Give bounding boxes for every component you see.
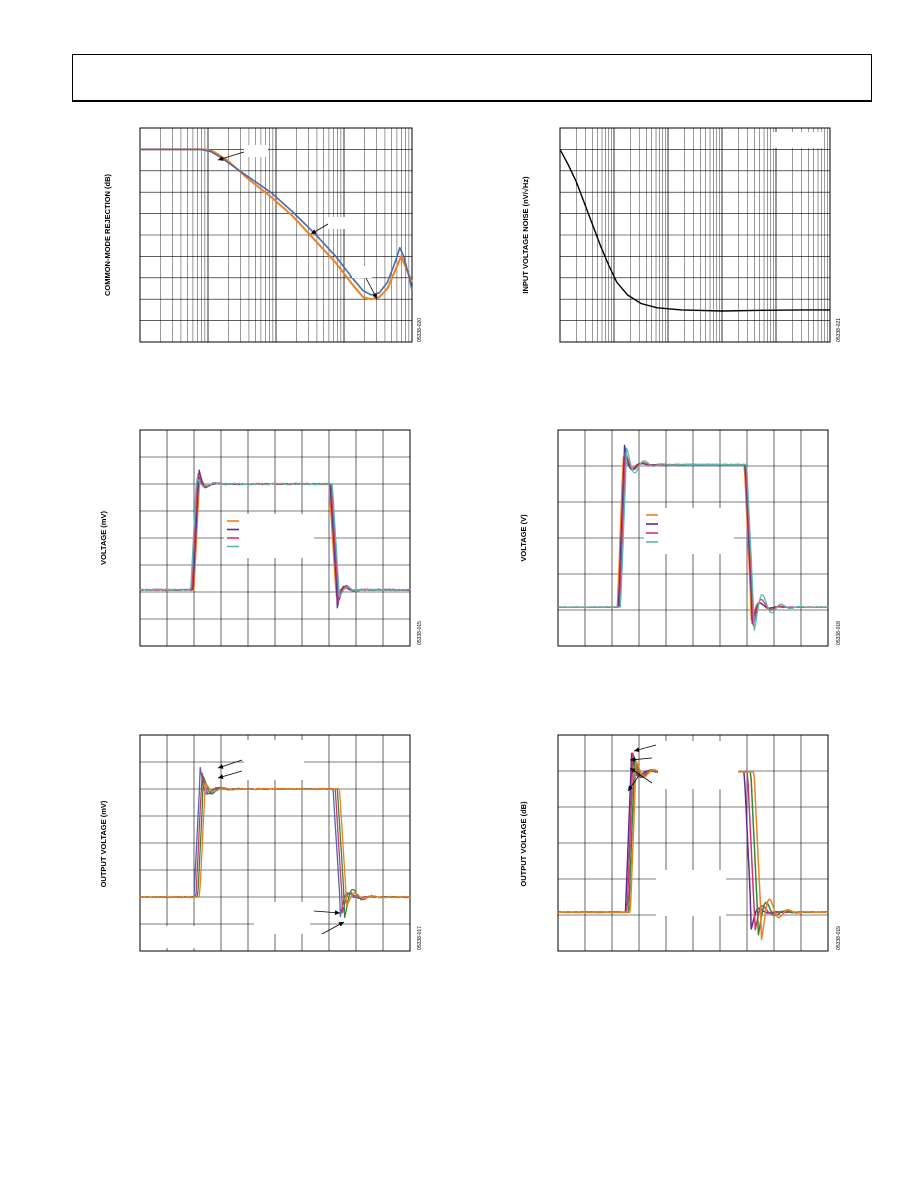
ylabel-large-pulse: VOLTAGE (V) — [519, 514, 528, 562]
figure-id-cmrr: 05338-020 — [417, 318, 423, 342]
out-mv-arrow-3-head — [334, 910, 340, 916]
noise-label-mask — [772, 132, 822, 148]
page-header-box — [72, 54, 872, 102]
cmrr-series-orange — [140, 148, 413, 301]
figure-id-out-mv: 05338-017 — [417, 926, 423, 950]
ylabel-out-mv: OUTPUT VOLTAGE (mV) — [99, 800, 108, 887]
large-pulse-legend-box — [644, 508, 734, 554]
out-db-label-mask-1 — [658, 741, 738, 789]
out-mv-arrow-4-head — [338, 922, 344, 927]
cmrr-arrow-1-head — [218, 156, 224, 161]
figure-id-out-db: 05338-019 — [836, 926, 842, 950]
large-pulse-plot — [557, 429, 829, 647]
figure-id-small-pulse: 05338-015 — [417, 621, 423, 645]
out-mv-series-orange — [139, 782, 411, 906]
ylabel-small-pulse: VOLTAGE (mV) — [99, 511, 108, 565]
small-pulse-plot — [139, 429, 411, 647]
ylabel-cmrr: COMMON-MODE REJECTION (dB) — [103, 173, 112, 296]
cmrr-label-mask-2 — [328, 217, 352, 229]
out-mv-label-mask-3 — [254, 902, 310, 934]
out-db-arrow-1-head — [634, 747, 640, 752]
noise-series — [559, 149, 830, 312]
small-pulse-series-teal — [139, 477, 411, 598]
out-mv-label-mask-1 — [244, 740, 304, 780]
ylabel-out-db: OUTPUT VOLTAGE (dB) — [519, 801, 528, 887]
out-db-plot — [557, 734, 829, 952]
cmrr-label-mask-3 — [352, 266, 372, 278]
out-mv-label-mask-2 — [142, 926, 217, 948]
cmrr-arrow-3-head — [372, 293, 377, 299]
cmrr-arrow-2-head — [311, 229, 317, 234]
cmrr-label-mask-1 — [244, 145, 268, 157]
out-db-label-mask-2 — [656, 870, 726, 916]
figure-id-large-pulse: 05338-018 — [836, 621, 842, 645]
out-mv-arrow-1-head — [218, 764, 224, 769]
noise-plot — [559, 127, 831, 343]
large-pulse-series-teal — [557, 447, 829, 632]
out-mv-plot — [139, 734, 411, 952]
out-db-arrow-4-head — [628, 785, 633, 791]
ylabel-noise: INPUT VOLTAGE NOISE (nV/√Hz) — [521, 176, 530, 294]
out-db-arrow-2-head — [630, 757, 636, 762]
out-mv-arrow-2-head — [218, 774, 224, 779]
out-db-arrow-3-head — [630, 768, 636, 773]
cmrr-plot — [139, 127, 413, 343]
figure-id-noise: 05338-021 — [836, 318, 842, 342]
